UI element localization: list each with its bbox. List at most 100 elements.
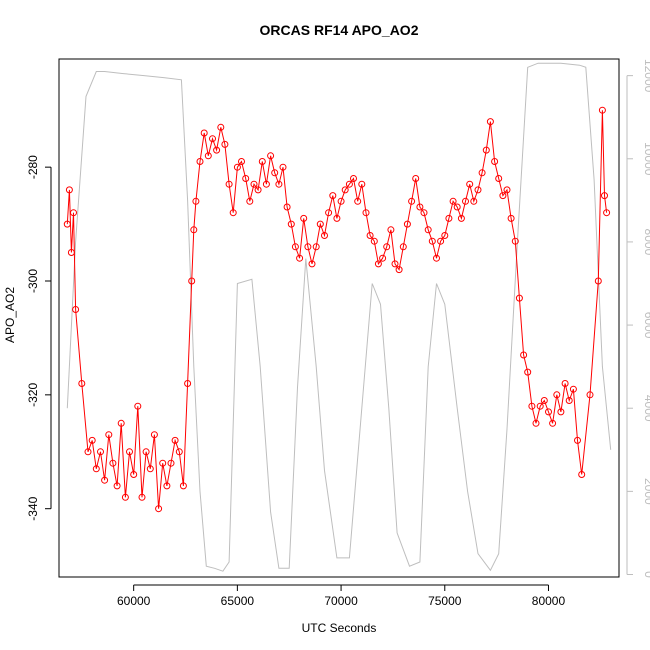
- data-point: [574, 436, 581, 444]
- data-point: [457, 214, 465, 222]
- y-tick-label: -300: [26, 269, 40, 293]
- data-point: [441, 232, 449, 239]
- data-point: [84, 448, 92, 456]
- data-point: [520, 351, 528, 359]
- data-point: [337, 197, 345, 205]
- data-point: [92, 465, 100, 473]
- data-point: [163, 482, 171, 490]
- data-point: [209, 135, 216, 143]
- data-point: [528, 402, 536, 410]
- data-point: [200, 129, 208, 137]
- data-point: [291, 243, 299, 251]
- data-point: [250, 180, 258, 188]
- data-point: [287, 220, 295, 228]
- data-point: [354, 197, 362, 205]
- data-point: [379, 254, 387, 262]
- data-point: [184, 380, 192, 387]
- data-point: [387, 226, 395, 234]
- data-point: [196, 158, 204, 165]
- data-point: [358, 180, 366, 188]
- data-point: [190, 226, 198, 234]
- y2-tick-label: 4000: [642, 395, 650, 422]
- data-point: [540, 397, 548, 404]
- data-point: [449, 197, 457, 205]
- data-point: [146, 465, 154, 473]
- data-point: [109, 459, 117, 467]
- data-point: [242, 175, 250, 182]
- y2-tick-label: 0: [642, 571, 650, 578]
- data-point: [142, 448, 150, 456]
- data-point: [101, 476, 109, 484]
- data-point: [416, 203, 424, 211]
- axes-layer: 60000 65000 70000 75000 80000-340-320-300-28…: [26, 59, 650, 608]
- data-point: [179, 482, 187, 490]
- data-point: [171, 436, 179, 444]
- data-point: [105, 431, 113, 439]
- data-point: [217, 123, 225, 131]
- data-point: [362, 209, 370, 217]
- data-point: [225, 180, 233, 188]
- primary-series-layer: [63, 106, 611, 513]
- data-point: [553, 391, 561, 399]
- data-point: [503, 186, 511, 194]
- data-point: [578, 471, 586, 478]
- data-point: [155, 505, 163, 513]
- data-point: [221, 140, 229, 148]
- data-point: [499, 192, 507, 200]
- data-point: [565, 397, 573, 404]
- data-point: [532, 419, 540, 427]
- data-point: [594, 277, 602, 285]
- data-point: [395, 266, 403, 274]
- data-point: [283, 203, 291, 211]
- data-point: [329, 192, 337, 200]
- data-point: [374, 260, 382, 268]
- data-point: [507, 214, 515, 222]
- data-point: [97, 448, 104, 456]
- secondary-series-layer: [66, 62, 612, 572]
- data-point: [399, 243, 407, 251]
- data-point: [121, 493, 129, 501]
- y2-tick-label: 8000: [642, 229, 650, 256]
- data-point: [113, 482, 121, 490]
- data-point: [213, 146, 221, 154]
- data-point: [167, 459, 175, 467]
- data-point: [72, 306, 80, 313]
- data-point: [126, 448, 133, 456]
- data-point: [536, 402, 544, 410]
- data-point: [486, 118, 494, 126]
- x-tick-label: 65000: [221, 594, 255, 608]
- data-point: [403, 220, 411, 228]
- data-point: [474, 186, 482, 194]
- data-point: [88, 436, 96, 444]
- data-point: [267, 152, 275, 160]
- data-point: [341, 186, 349, 194]
- data-point: [70, 209, 77, 217]
- data-point: [495, 175, 503, 182]
- y-axis-label: APO_AO2: [3, 287, 17, 343]
- data-point: [412, 175, 420, 182]
- chart-title: ORCAS RF14 APO_AO2: [260, 22, 419, 38]
- data-point: [279, 163, 287, 171]
- x-tick-label: 60000: [117, 594, 151, 608]
- data-point: [312, 243, 320, 251]
- primary-series-line: [66, 110, 608, 509]
- data-point: [561, 380, 569, 387]
- data-point: [453, 203, 461, 211]
- data-point: [275, 180, 283, 188]
- data-point: [350, 175, 357, 182]
- data-point: [366, 232, 374, 239]
- y-tick-label: -280: [26, 155, 40, 179]
- data-point: [316, 220, 324, 228]
- data-point: [569, 385, 577, 393]
- data-point: [204, 152, 212, 160]
- data-point: [383, 243, 391, 251]
- y2-tick-label: 2000: [642, 478, 650, 505]
- data-point: [188, 277, 196, 285]
- data-point: [391, 260, 399, 268]
- data-point: [175, 448, 183, 456]
- data-point: [424, 226, 432, 234]
- data-point: [345, 180, 353, 188]
- data-point: [437, 237, 445, 245]
- data-point: [254, 186, 262, 194]
